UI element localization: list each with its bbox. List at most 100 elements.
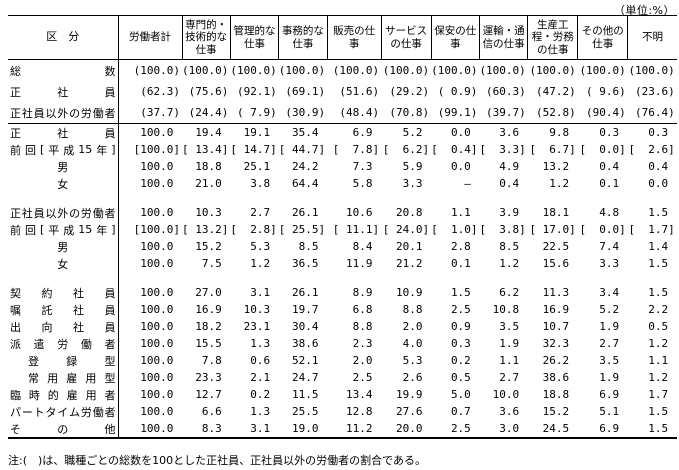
- value-cell: 38.6: [291, 337, 326, 350]
- value-cell: 0.7: [450, 405, 478, 418]
- value-cell: (62.3): [140, 85, 180, 98]
- value-cell: 3.1: [250, 422, 277, 435]
- value-cell: 1.1: [499, 354, 526, 367]
- value-cell: 15.5: [195, 337, 229, 350]
- value-cell: 3.3: [599, 257, 626, 270]
- value-cell: 2.5: [450, 303, 478, 316]
- value-cell: 8.8: [402, 303, 430, 316]
- value-cell: [100.0]: [133, 143, 180, 156]
- value-cell: [ 17.0]: [529, 223, 576, 236]
- value-cell: 23.3: [195, 371, 229, 384]
- value-cell: 1.3: [250, 405, 277, 418]
- row-label: 総数: [8, 59, 119, 81]
- value-cell: 20.8: [395, 206, 430, 219]
- table-row: 正社員 100.0 19.4 19.1 35.4 6.9 5.2 0.0 3.6 …: [8, 123, 677, 141]
- value-cell: 7.5: [201, 257, 229, 270]
- value-cell: 8.5: [499, 240, 526, 253]
- value-cell: [ 0.0]: [579, 143, 626, 156]
- value-cell: 3.5: [599, 354, 626, 367]
- value-cell: 10.8: [492, 303, 526, 316]
- spacer-row: [8, 272, 677, 284]
- value-cell: 5.0: [450, 388, 478, 401]
- table-body: 総数 (100.0) (100.0) (100.0) (100.0) (100.0) (10…: [8, 59, 677, 438]
- value-cell: 6.6: [201, 405, 229, 418]
- value-cell: 2.5: [352, 371, 380, 384]
- value-cell: 100.0: [140, 371, 180, 384]
- row-label: 嘱託社員: [8, 301, 119, 318]
- value-cell: 26.1: [291, 286, 326, 299]
- value-cell: 100.0: [140, 206, 180, 219]
- value-cell: 100.0: [140, 160, 180, 173]
- table-row: 嘱託社員 100.0 16.9 10.3 19.7 6.8 8.8 2.5 10.…: [8, 301, 677, 318]
- value-cell: 13.4: [345, 388, 380, 401]
- value-cell: 19.9: [395, 388, 430, 401]
- value-cell: [ 25.5]: [278, 223, 326, 236]
- column-header: 不明: [627, 15, 677, 60]
- column-header: 生産工程・労務の仕事: [527, 15, 578, 60]
- value-cell: 0.2: [450, 354, 478, 367]
- value-cell: (39.7): [479, 102, 528, 124]
- value-cell: 24.2: [291, 160, 326, 173]
- table-row: 女 100.0 7.5 1.2 36.5 11.9 21.2 0.1 1.2 15…: [8, 255, 677, 272]
- value-cell: [ 3.3]: [479, 143, 526, 156]
- value-cell: [ 1.7]: [628, 223, 675, 236]
- value-cell: 11.3: [542, 286, 576, 299]
- value-cell: (75.6): [188, 85, 229, 98]
- value-cell: (90.4): [577, 102, 628, 124]
- spacer-label-cell: [8, 272, 119, 284]
- value-cell: (70.8): [381, 102, 432, 124]
- column-header: 労働者計: [117, 15, 182, 60]
- table-row: 出向社員 100.0 18.2 23.1 30.4 8.8 2.0 0.9 3.5…: [8, 318, 677, 335]
- value-cell: 8.3: [201, 422, 229, 435]
- value-cell: 0.0: [450, 126, 478, 139]
- value-cell: (76.4): [627, 102, 677, 124]
- value-cell: 2.0: [352, 354, 380, 367]
- value-cell: 19.0: [291, 422, 326, 435]
- table-header: 区 分労働者計 専門的・技術的な仕事 管理的な仕事 事務的な仕事 販売の仕事 サービスの仕…: [8, 15, 677, 60]
- column-header: 保安の仕事: [430, 15, 480, 60]
- value-cell: ( 9.6): [586, 85, 626, 98]
- value-cell: [ 7.8]: [332, 143, 380, 156]
- value-cell: 52.1: [291, 354, 326, 367]
- table-row: 男 100.0 18.8 25.1 24.2 7.3 5.9 0.0 4.9 13…: [8, 158, 677, 175]
- value-cell: 32.3: [542, 337, 576, 350]
- value-cell: 1.7: [648, 388, 675, 401]
- row-label: 正社員以外の労働者: [8, 102, 119, 124]
- column-header: その他の仕事: [577, 15, 628, 60]
- value-cell: 25.5: [291, 405, 326, 418]
- column-header: 事務的な仕事: [278, 15, 328, 60]
- value-cell: [ 13.4]: [182, 143, 229, 156]
- value-cell: 3.4: [599, 286, 626, 299]
- row-label: 女: [8, 175, 119, 192]
- value-cell: 8.5: [298, 240, 326, 253]
- value-cell: 0.1: [450, 257, 478, 270]
- value-cell: (100.0): [332, 64, 380, 77]
- table-row: その他 100.0 8.3 3.1 19.0 11.2 20.0 2.5 3.0 …: [8, 420, 677, 438]
- value-cell: (100.0): [182, 64, 229, 77]
- unit-label: （単位:%）: [613, 4, 675, 17]
- value-cell: 6.9: [599, 388, 626, 401]
- value-cell: 0.0: [450, 160, 478, 173]
- value-cell: 38.6: [542, 371, 576, 384]
- spacer-row: [8, 192, 677, 204]
- value-cell: (100.0): [479, 64, 526, 77]
- value-cell: (24.4): [182, 102, 231, 124]
- value-cell: 1.9: [599, 371, 626, 384]
- value-cell: 19.4: [195, 126, 229, 139]
- row-label: パートタイム労働者: [8, 403, 119, 420]
- value-cell: 0.6: [250, 354, 277, 367]
- value-cell: 3.1: [250, 286, 277, 299]
- value-cell: [ 2.6]: [628, 143, 675, 156]
- value-cell: 2.0: [402, 320, 430, 333]
- value-cell: 7.4: [599, 240, 626, 253]
- value-cell: [ 3.8]: [479, 223, 526, 236]
- value-cell: 20.0: [395, 422, 430, 435]
- value-cell: 0.4: [648, 160, 675, 173]
- spacer-label-cell: [8, 192, 119, 204]
- value-cell: 21.2: [395, 257, 430, 270]
- value-cell: 3.9: [499, 206, 526, 219]
- value-cell: 100.0: [140, 177, 180, 190]
- value-cell: [ 6.7]: [529, 143, 576, 156]
- value-cell: 0.2: [250, 388, 277, 401]
